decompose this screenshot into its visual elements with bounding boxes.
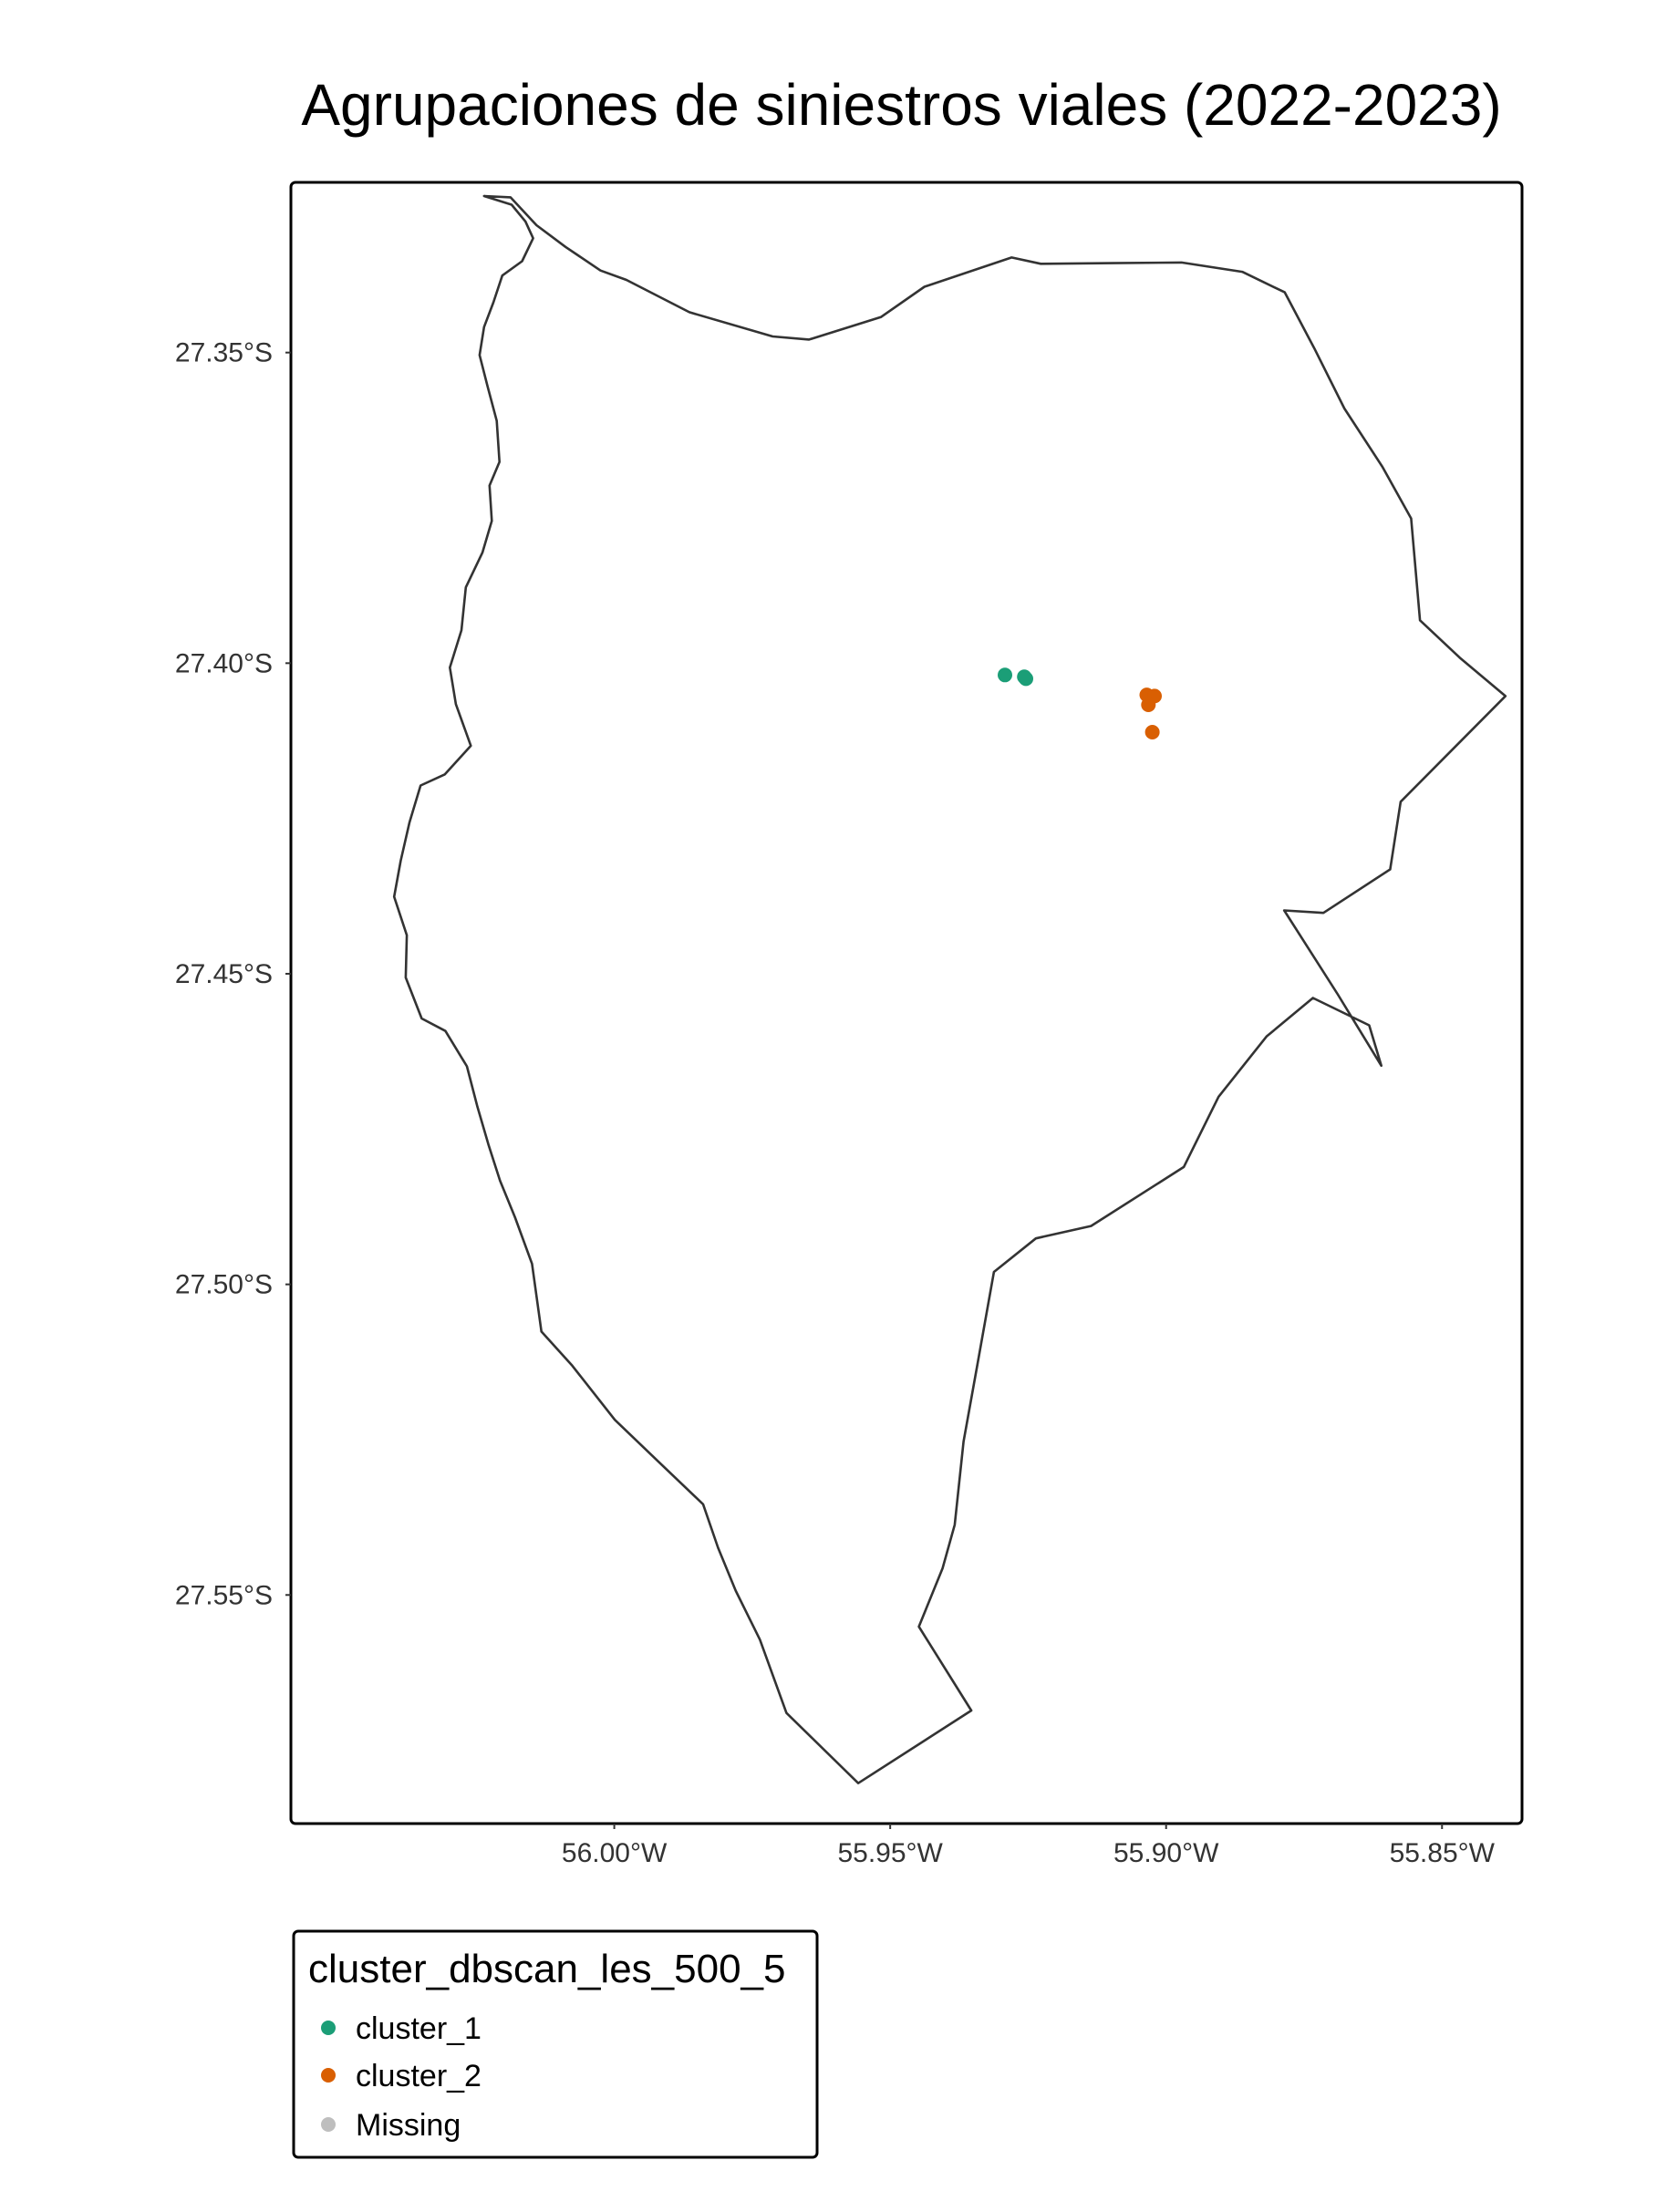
map-panel bbox=[289, 181, 1524, 1825]
y-tick-label-4: 27.50°S bbox=[175, 1270, 273, 1300]
x-tick-label-1: 56.00°W bbox=[562, 1838, 668, 1868]
cluster-1-point-1 bbox=[998, 667, 1012, 683]
legend-label-missing: Missing bbox=[356, 2108, 461, 2143]
legend-swatch-cluster-1 bbox=[321, 2021, 336, 2035]
legend-box bbox=[292, 1929, 819, 2159]
x-tick-label-4: 55.85°W bbox=[1390, 1838, 1496, 1868]
points-layer bbox=[998, 667, 1162, 739]
legend-swatch-missing bbox=[321, 2117, 336, 2132]
cluster-1-point-3 bbox=[1019, 671, 1033, 687]
y-tick-label-2: 27.40°S bbox=[175, 648, 273, 678]
legend-title: cluster_dbscan_les_500_5 bbox=[308, 1947, 786, 1991]
cluster-2-point-4 bbox=[1144, 725, 1160, 739]
y-axis-ticks: 27.35°S 27.40°S 27.45°S 27.50°S 27.55°S bbox=[175, 338, 291, 1610]
outline-layer bbox=[392, 194, 1507, 1784]
y-tick-label-5: 27.55°S bbox=[175, 1580, 273, 1610]
x-tick-label-2: 55.95°W bbox=[837, 1838, 943, 1868]
legend-label-cluster-1: cluster_1 bbox=[356, 2011, 482, 2046]
cluster-2-point-3 bbox=[1141, 698, 1156, 712]
y-tick-label-3: 27.45°S bbox=[175, 959, 273, 989]
legend: cluster_dbscan_les_500_5 cluster_1 clust… bbox=[292, 1929, 819, 2159]
map-title: Agrupaciones de siniestros viales (2022-… bbox=[301, 72, 1502, 138]
region-boundary bbox=[392, 194, 1507, 1784]
x-tick-label-3: 55.90°W bbox=[1113, 1838, 1219, 1868]
legend-swatch-cluster-2 bbox=[321, 2068, 336, 2083]
y-tick-label-1: 27.35°S bbox=[175, 338, 273, 368]
x-axis-ticks: 56.00°W 55.95°W 55.90°W 55.85°W bbox=[562, 1824, 1496, 1868]
legend-label-cluster-2: cluster_2 bbox=[356, 2059, 482, 2093]
